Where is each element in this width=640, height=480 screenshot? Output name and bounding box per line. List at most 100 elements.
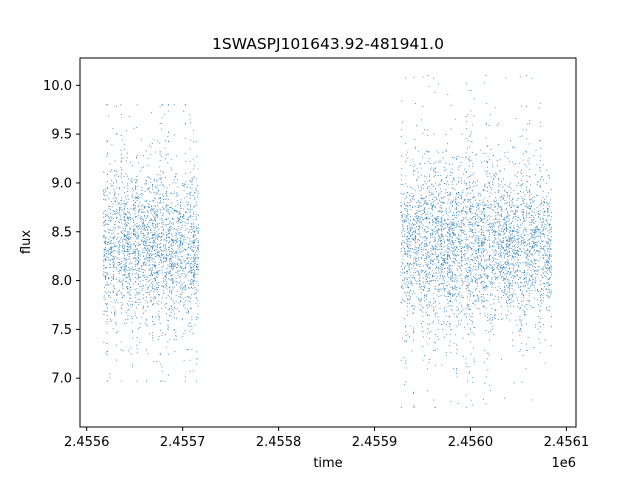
data-point (146, 319, 148, 321)
data-point (468, 266, 470, 269)
data-point (125, 274, 127, 276)
data-point (494, 197, 496, 199)
data-point (436, 258, 438, 260)
data-point (434, 200, 436, 202)
data-point (163, 224, 165, 226)
data-point (483, 305, 485, 307)
data-point (156, 236, 158, 238)
data-point (187, 300, 190, 302)
data-point (434, 174, 437, 177)
data-point (164, 250, 166, 252)
data-point (400, 285, 402, 287)
data-point (450, 401, 452, 403)
data-point (475, 265, 477, 267)
data-point (461, 223, 463, 225)
data-point (458, 214, 460, 216)
data-point (413, 196, 415, 198)
data-point (477, 261, 480, 263)
data-point (133, 243, 135, 246)
data-point (162, 199, 164, 201)
data-point (106, 244, 108, 246)
data-point (197, 284, 199, 287)
data-point (194, 253, 196, 255)
data-point (126, 157, 128, 159)
data-point (148, 222, 150, 224)
data-point (125, 239, 127, 241)
data-point (137, 298, 139, 301)
data-point (147, 233, 149, 235)
data-point (482, 211, 484, 213)
data-point (485, 285, 487, 287)
data-point (465, 157, 467, 159)
data-point (424, 200, 426, 202)
data-point (149, 263, 151, 265)
data-point (484, 185, 486, 187)
data-point (157, 223, 159, 225)
data-point (491, 294, 493, 296)
data-point (420, 251, 422, 253)
data-point (145, 242, 147, 245)
data-point (420, 243, 422, 245)
data-point (197, 168, 199, 170)
data-point (138, 257, 140, 259)
data-point (419, 205, 421, 207)
data-point (457, 196, 459, 198)
data-point (131, 178, 133, 180)
data-point (138, 283, 140, 286)
data-point (474, 258, 476, 260)
data-point (494, 205, 496, 208)
data-point (139, 341, 141, 343)
data-point (133, 252, 135, 254)
data-point (431, 209, 434, 211)
data-point (412, 275, 415, 277)
data-point (180, 301, 182, 303)
data-point (112, 257, 114, 259)
data-point (108, 291, 110, 293)
data-point (134, 246, 137, 248)
data-point (443, 290, 445, 292)
data-point (170, 225, 172, 228)
data-point (465, 212, 467, 214)
data-point (124, 255, 126, 257)
data-point (493, 316, 495, 318)
data-point (433, 293, 435, 295)
data-point (452, 242, 454, 244)
data-point (118, 272, 120, 274)
data-point (498, 225, 500, 227)
data-point (407, 255, 409, 257)
data-point (136, 288, 138, 290)
data-point (434, 170, 436, 172)
data-point (410, 255, 412, 257)
data-point (428, 242, 430, 244)
data-point (114, 315, 116, 317)
data-point (484, 236, 486, 238)
data-point (500, 318, 502, 320)
data-point (192, 276, 195, 278)
data-point (410, 248, 412, 250)
data-point (156, 181, 158, 183)
data-point (185, 160, 187, 162)
data-point (186, 296, 188, 298)
data-point (406, 192, 408, 194)
data-point (428, 256, 430, 258)
data-point (192, 269, 195, 271)
data-point (175, 210, 177, 212)
data-point (466, 236, 468, 238)
data-point (106, 323, 108, 325)
data-point (444, 288, 446, 290)
data-point (449, 193, 451, 195)
data-point (484, 361, 486, 363)
data-point (469, 221, 471, 224)
data-point (448, 271, 450, 273)
data-point (410, 186, 412, 188)
data-point (180, 265, 182, 267)
data-point (117, 225, 119, 227)
data-point (197, 254, 199, 256)
data-point (426, 314, 428, 316)
data-point (404, 282, 406, 284)
data-point (405, 277, 407, 279)
data-point (437, 83, 439, 85)
data-point (465, 245, 467, 248)
data-point (426, 129, 428, 131)
data-point (480, 228, 482, 230)
